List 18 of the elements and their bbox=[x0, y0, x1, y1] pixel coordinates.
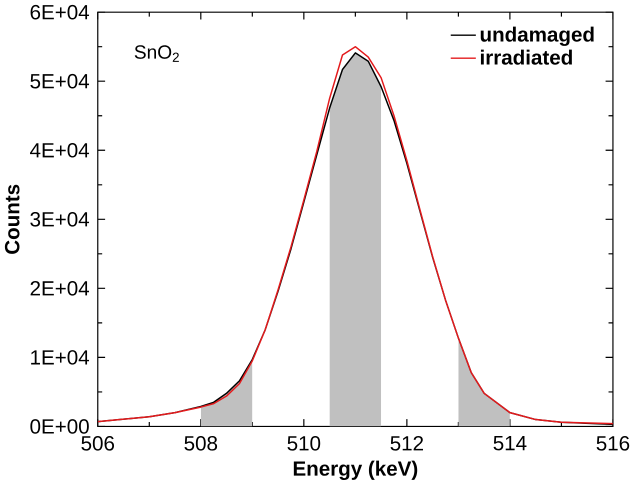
y-tick-label: 4E+04 bbox=[30, 143, 90, 158]
legend-label: irradiated bbox=[480, 50, 572, 65]
x-tick-label: 506 bbox=[81, 436, 114, 451]
y-tick-label: 6E+04 bbox=[30, 4, 90, 20]
annotation: SnO$_{2}$ bbox=[134, 45, 179, 62]
y-tick-label: 0E+00 bbox=[30, 419, 89, 434]
x-tick-label: 510 bbox=[288, 436, 320, 451]
y-tick-label: 3E+04 bbox=[30, 212, 90, 227]
x-tick-label: 516 bbox=[596, 436, 630, 451]
y-axis-title: Counts bbox=[4, 184, 20, 254]
legend-label: undamaged bbox=[480, 26, 594, 46]
x-tick-label: 508 bbox=[184, 436, 218, 451]
x-tick-label: 514 bbox=[494, 436, 526, 450]
y-tick-label: 1E+04 bbox=[31, 350, 90, 365]
y-tick-label: 2E+04 bbox=[30, 281, 90, 296]
x-tick-label: 512 bbox=[390, 436, 424, 451]
y-tick-label: 5E+04 bbox=[30, 74, 90, 89]
x-axis-title: Energy (keV) bbox=[294, 460, 418, 480]
